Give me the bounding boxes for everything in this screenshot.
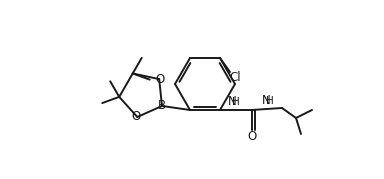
Text: Cl: Cl — [229, 71, 241, 84]
Text: O: O — [156, 73, 165, 86]
Text: H: H — [232, 97, 240, 107]
Text: O: O — [247, 130, 257, 144]
Text: O: O — [132, 110, 141, 124]
Text: N: N — [262, 95, 270, 107]
Text: B: B — [158, 100, 166, 112]
Text: N: N — [228, 95, 237, 108]
Text: H: H — [266, 96, 274, 106]
